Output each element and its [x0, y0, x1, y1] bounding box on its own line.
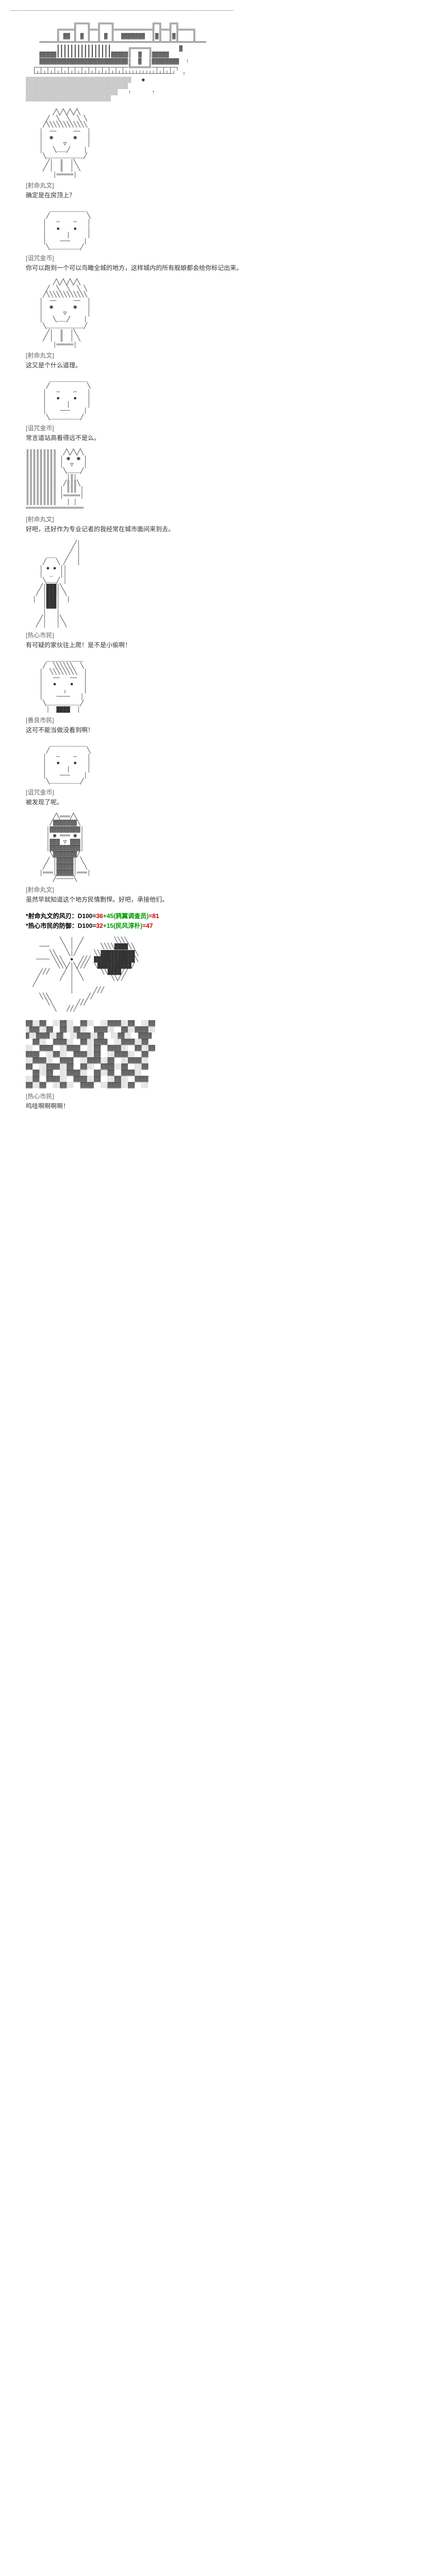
dialogue-text: 这可不能当做没看到啊！ [26, 725, 432, 734]
ascii-castle: ╔═══╗ ╔═══╗ ╔═╗ ╔═╗ ╔════╣ ╠══╣ ╠═══════… [26, 21, 432, 102]
roll-mod: +45(鸦翼调查员) [103, 912, 149, 920]
dice-roll-1: *射命丸文的风刃：D100=36+45(鸦翼调查员)=81 [26, 911, 432, 920]
dice-roll-2: *热心市民的防御：D100=32+15(民风淳朴)=47 [26, 921, 432, 930]
roll-mod: +15(民风淳朴) [103, 922, 142, 929]
speaker-label: [诅咒金币] [26, 253, 432, 262]
speaker-label: [热心市民] [26, 631, 432, 639]
dialogue-text: 有可疑的家伙往上爬！是不是小偷啊！ [26, 640, 432, 649]
speaker-label: [射命丸文] [26, 351, 432, 360]
ascii-wind-blast: ▓▓░░▓▓ ░░▓▓░░ ▓▓░░ ░░▓▓▓▓░░▓▓ ░░▓▓ ░▓▓▓░… [26, 1021, 432, 1089]
speaker-label: [射命丸文] [26, 181, 432, 190]
dialogue-text: 确定是在房顶上？ [26, 191, 432, 199]
ascii-citizen-face: ___________ ╱ ╲╲╲╲╲╲ ╲ │ ╲╲╲╲╲╲╲╲ │ │ ──… [26, 657, 432, 713]
ascii-aya-1: ╱╲╱╲╱╲╱╲ ╱ ╲ ╲ ╲ ╲ ╱╲╲╲╲╲╲╲╲╲╲╲╲ │ ── ──… [26, 110, 432, 178]
dialogue-text: 好吧，还好作为专业记者的我经常在城市面间来到去。 [26, 524, 432, 533]
roll-base: 36 [96, 912, 103, 920]
speaker-label: [诅咒金币] [26, 423, 432, 432]
speaker-label: [射命丸文] [26, 515, 432, 523]
roll-result: =81 [149, 912, 159, 920]
ascii-aya-2: ╱╲╱╲╱╲╱╲ ╱ ╲ ╲ ╲ ╲ ╱╲╲╲╲╲╲╲╲╲╲╲╲ │ ── ──… [26, 280, 432, 348]
dialogue-text: 被发现了呢。 [26, 798, 432, 806]
ascii-coin-3: ___________ ╱ ╲ │ ─ ─ │ │ ● ● │ │ │ │ │ … [26, 742, 432, 786]
ascii-aya-tall: ║║║║║║║║║ ╱╲╱╲╱╲ ║║║║║║║║║ │ ◉ ◉ │ ║║║║║… [26, 450, 432, 512]
roll-label: *射命丸文的风刃：D100= [26, 912, 96, 920]
dialogue-text: 常言道站高看得远不是么。 [26, 433, 432, 442]
dialogue-text: 虽然早就知道这个地方民情剽悍。好吧，承接他们。 [26, 895, 432, 904]
ascii-aya-helm: ╱╲═══╱╲ ╱▓▓▓▓▓▓▓╲ │▓▓▓▓▓▓▓▓▓│ │ ◉ ═══ ◉ … [26, 814, 432, 883]
divider: ————————————————————————————————————————… [10, 8, 432, 13]
page-container: ————————————————————————————————————————… [0, 0, 442, 1123]
roll-result: =47 [142, 922, 153, 929]
speaker-label: [热心市民] [26, 1092, 432, 1100]
dialogue-text: 你可以跑到一个可以鸟瞰全城的地方，这样城内的所有舰娘都会给你标记出来。 [26, 263, 432, 272]
ascii-coin-2: ___________ ╱ ╲ │ ─ ─ │ │ ● ● │ │ │ │ │ … [26, 377, 432, 421]
dialogue-text: 呜哇啊啊啊啊！ [26, 1101, 432, 1110]
ascii-coin-1: ___________ ╱ ╲ │ ─ ─ │ │ ● ● │ │ │ │ │ … [26, 207, 432, 251]
roll-label: *热心市民的防御：D100= [26, 922, 96, 929]
ascii-warrior: ╱│ ╱ │ ___ ╱ │ ╱ ╲ ╱ │ │ ● ● ││ │ _ ││ ╲… [26, 541, 432, 628]
speaker-label: [诅咒金币] [26, 788, 432, 796]
dialogue-text: 这又是个什么道理。 [26, 361, 432, 369]
speaker-label: [善良市民] [26, 716, 432, 724]
ascii-wind-swirl: ╲ │ ╱ ╲╲╲╲ ─── ╲ │ ╱ ╲╲╲╲████╲╲ ╲╲ ╲│╱ ╲… [26, 938, 432, 1012]
speaker-label: [射命丸文] [26, 885, 432, 894]
roll-base: 32 [96, 922, 103, 929]
